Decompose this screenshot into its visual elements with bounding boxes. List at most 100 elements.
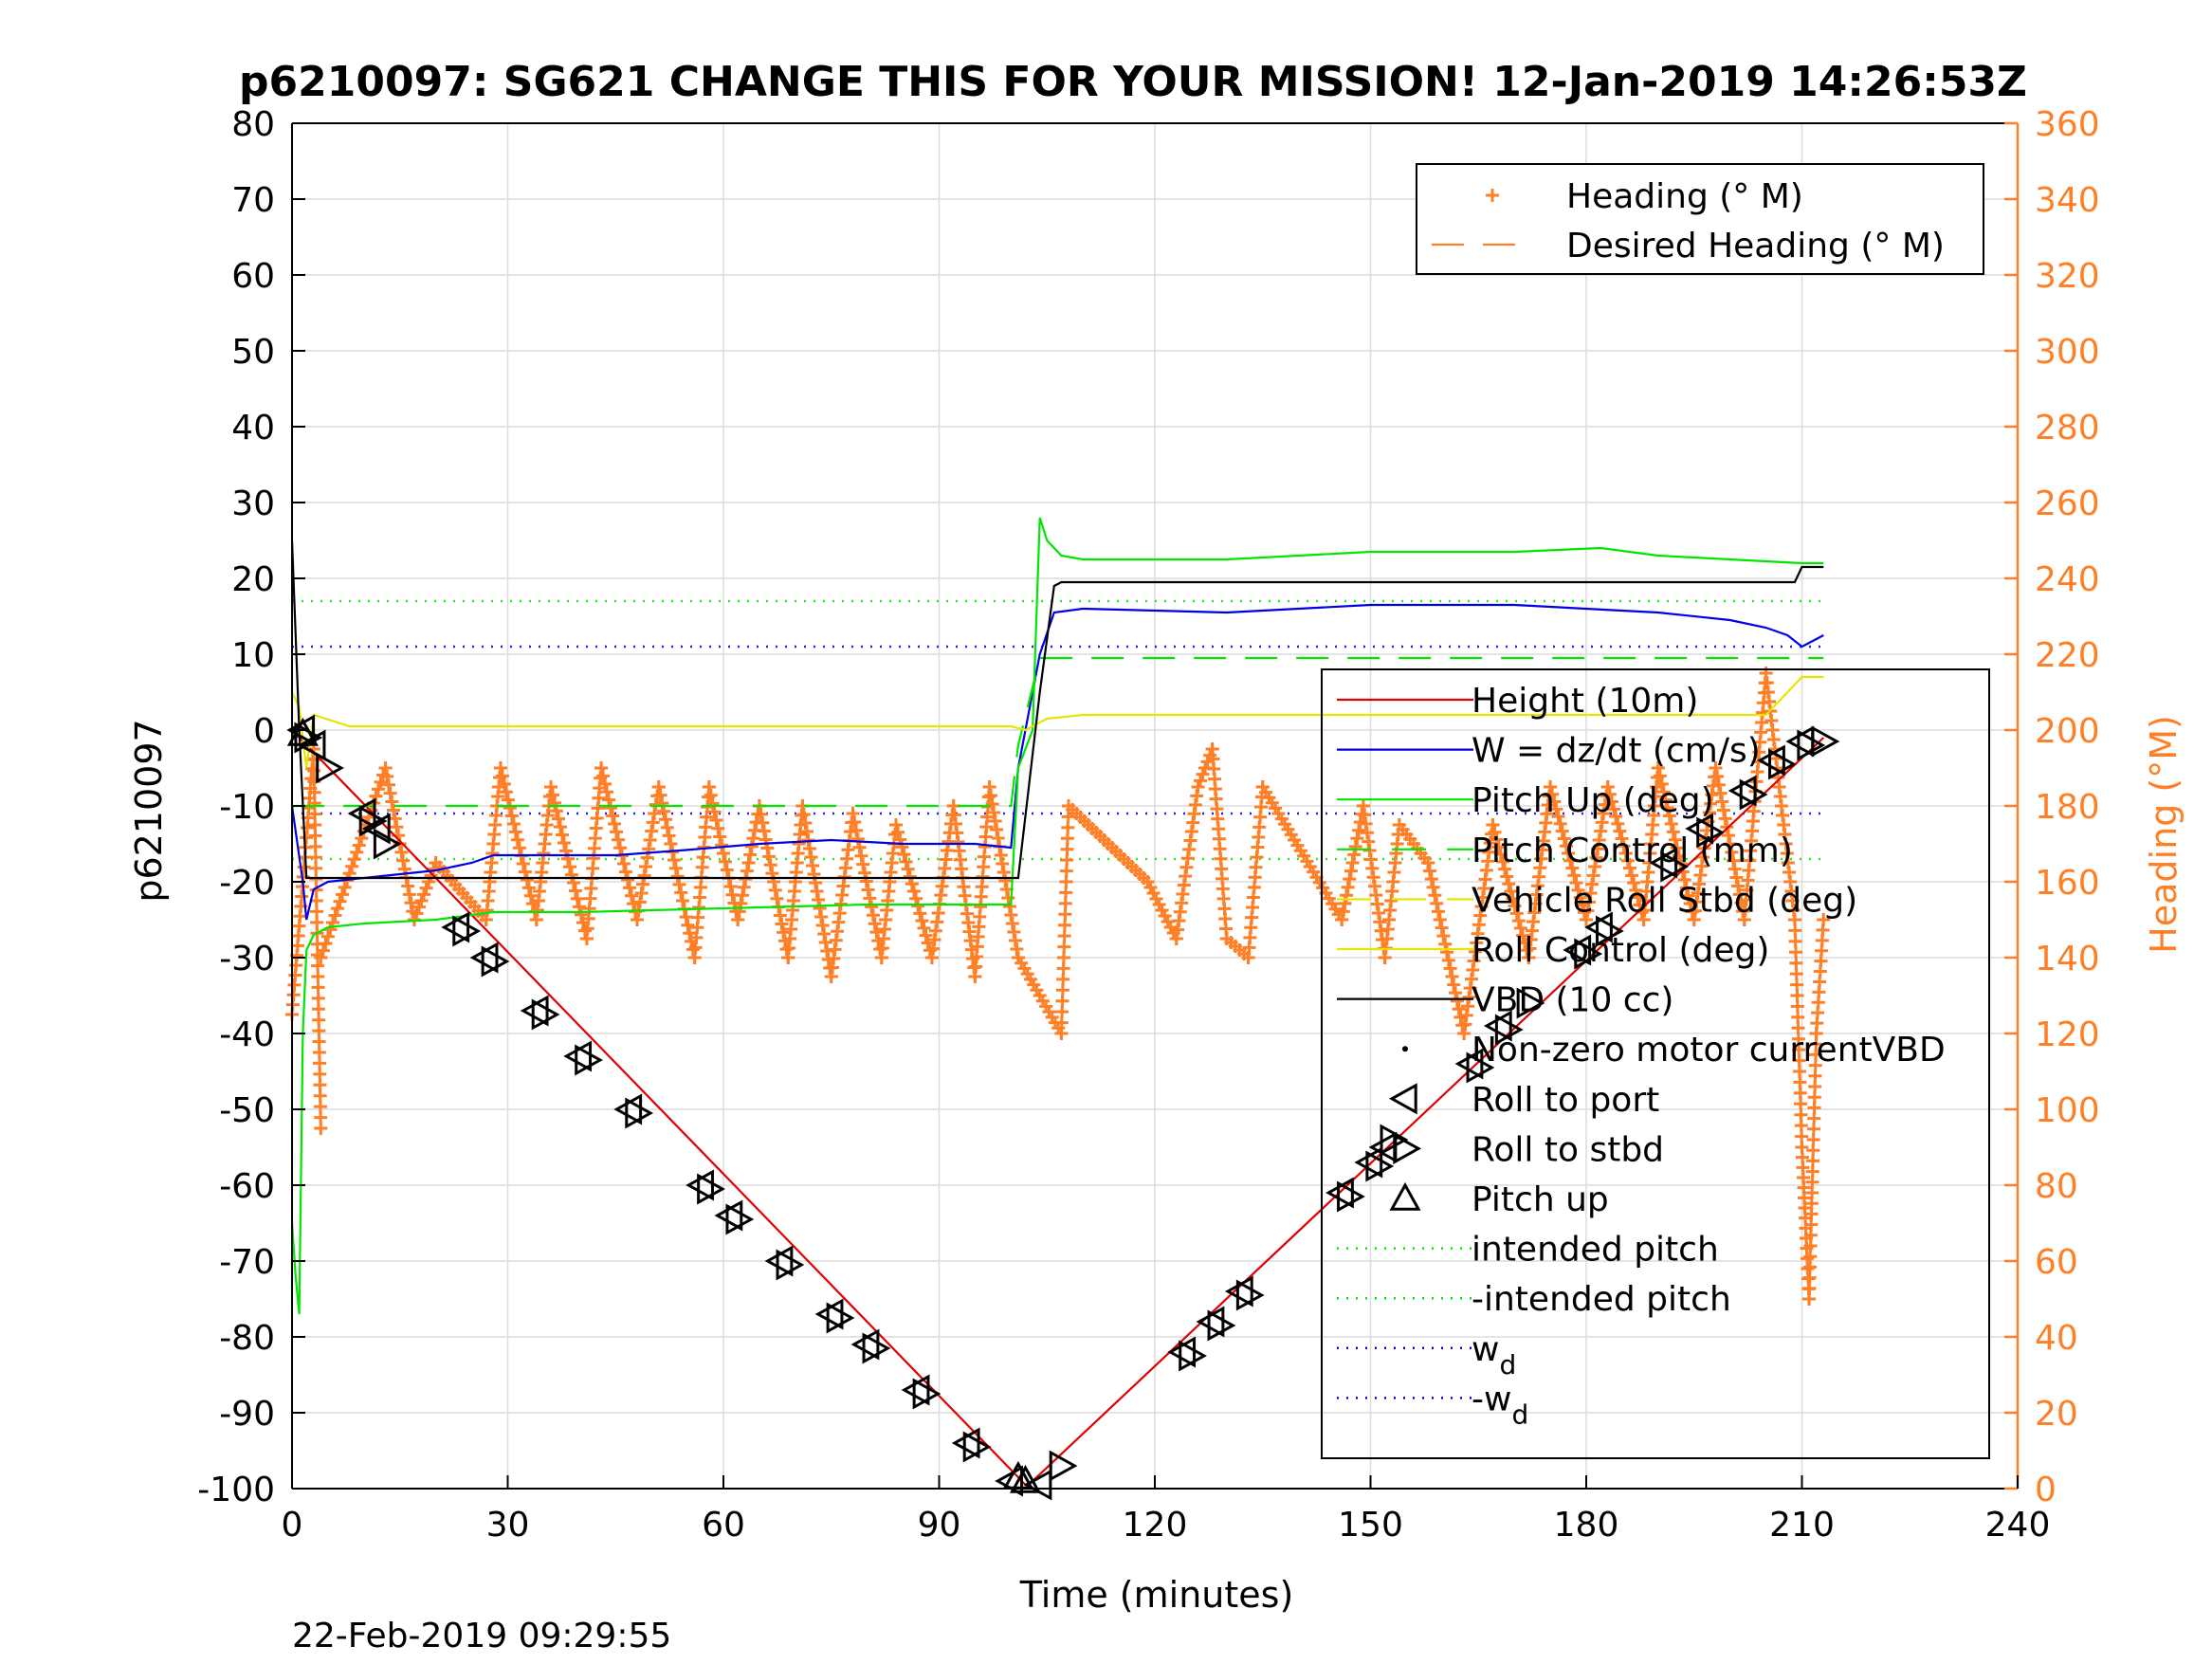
heading-point [709,814,723,827]
heading-point [623,881,637,895]
heading-point [653,788,667,802]
heading-point [331,902,345,916]
heading-point [1513,921,1527,935]
right-tick-label: 360 [2035,105,2100,144]
heading-point [380,769,394,783]
roll-to-port-marker [1454,1048,1484,1080]
heading-point [1731,879,1746,893]
heading-point [501,793,515,807]
heading-point [1718,812,1732,826]
x-tick-label: 240 [1985,1506,2051,1545]
heading-point [621,872,635,887]
heading-point [385,795,399,809]
heading-point [1553,816,1567,831]
heading-point [810,885,824,898]
chart-title: p6210097: SG621 CHANGE THIS FOR YOUR MIS… [239,58,2027,106]
heading-point [1445,970,1459,983]
heading-point [1582,895,1597,909]
right-tick-label: 220 [2035,636,2100,675]
right-tick-label: 120 [2035,1015,2100,1054]
right-tick-label: 20 [2035,1395,2078,1434]
heading-point [754,807,768,821]
heading-point [815,919,830,932]
heading-point [1430,896,1444,910]
heading-point [568,884,582,898]
heading-point [1581,904,1595,918]
roll-to-port-marker [764,1245,794,1277]
heading-point [988,814,1002,828]
heading-point [1350,832,1364,846]
x-tick-label: 0 [282,1506,303,1545]
heading-point [1436,929,1451,943]
heading-point [672,877,686,891]
roll-to-port-marker [613,1093,643,1125]
series-line [290,517,1824,1315]
heading-point [1597,807,1611,820]
heading-point [1683,897,1697,911]
heading-point [705,796,720,811]
heading-point [1007,925,1021,939]
heading-point [1725,845,1739,859]
heading-point [648,807,662,820]
heading-point [798,816,813,830]
heading-point [1589,850,1603,865]
heading-point [499,785,513,799]
heading-point [1727,853,1741,868]
heading-point [743,848,758,862]
heading-point [664,837,678,850]
heading-point [1710,769,1725,783]
heading-point [1005,917,1019,930]
heading-point [1653,769,1667,783]
heading-point [686,942,700,957]
x-tick-label: 210 [1769,1506,1835,1545]
heading-point [818,936,832,949]
right-tick-label: 140 [2035,940,2100,978]
heading-point [404,896,418,910]
heading-point [1598,797,1612,812]
heading-point [711,821,725,835]
left-tick-label: -40 [219,1015,275,1054]
heading-point [387,803,401,817]
right-tick-label: 300 [2035,333,2100,372]
heading-point [859,874,873,888]
heading-point [1544,780,1558,794]
heading-point [510,832,524,847]
left-tick-label: -100 [197,1471,275,1509]
right-tick-label: 260 [2035,485,2100,523]
heading-point [848,814,862,829]
heading-point [1010,942,1024,956]
heading-point [744,839,759,853]
heading-point [411,900,426,914]
right-tick-label: 240 [2035,560,2100,599]
heading-point [1615,832,1629,846]
heading-point [1336,905,1350,919]
roll-to-stbd-marker [452,915,482,947]
heading-point [1004,908,1018,922]
heading-point [1721,829,1735,843]
heading-point [1600,780,1615,794]
heading-point [889,818,903,832]
left-tick-label: 50 [231,333,275,372]
legend-main-label: Non-zero motor currentVBD [1472,1031,1946,1070]
heading-point [1428,888,1442,903]
heading-point [1557,832,1571,846]
heading-point [570,891,584,905]
heading-point [891,825,905,839]
heading-point [637,869,651,883]
heading-point [662,829,676,843]
heading-point [372,782,385,796]
heading-point [737,880,751,894]
heading-point [905,877,919,891]
heading-point [756,815,770,830]
heading-point [504,809,519,823]
x-tick-label: 150 [1338,1506,1403,1545]
heading-point [1677,872,1691,887]
heading-point [917,921,931,935]
roll-to-port-marker [1196,1306,1225,1338]
heading-point [1345,856,1360,869]
heading-point [660,820,674,834]
heading-point [1602,787,1617,801]
heading-point [746,832,760,846]
heading-point [336,887,350,902]
heading-point [347,852,361,867]
